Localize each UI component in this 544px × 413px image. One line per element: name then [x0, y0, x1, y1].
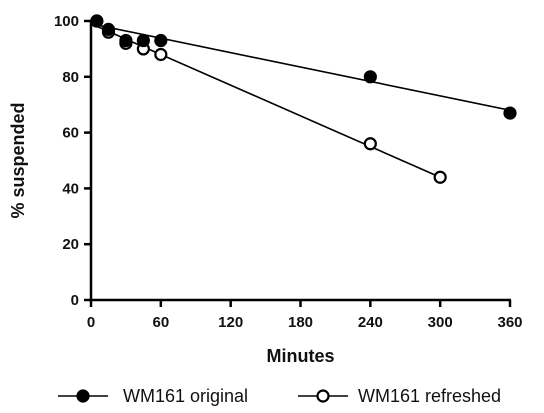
x-ticks: 0 60 120 180 240 300 360 — [87, 300, 523, 331]
y-tick-label: 100 — [54, 13, 79, 30]
legend: WM161 original WM161 refreshed — [58, 386, 501, 406]
data-point-series-1 — [119, 33, 133, 48]
data-point-series-1 — [136, 33, 150, 48]
x-axis-title: Minutes — [266, 346, 334, 366]
x-tick-label: 0 — [87, 314, 95, 331]
x-tick-label: 360 — [497, 314, 522, 331]
x-tick-label: 120 — [218, 314, 243, 331]
legend-item-series-2: WM161 refreshed — [298, 386, 501, 406]
axes: 0 20 40 60 80 100 0 60 120 180 240 300 360 — [54, 13, 523, 331]
legend-item-series-1: WM161 original — [58, 386, 248, 406]
data-point-series-1 — [90, 14, 104, 28]
x-tick-label: 300 — [428, 314, 453, 331]
y-axis-title: % suspended — [8, 102, 28, 218]
data-point-series-1 — [363, 70, 377, 84]
fit-lines — [90, 23, 511, 178]
legend-marker — [76, 389, 90, 403]
data-point-series-2 — [363, 137, 377, 151]
data-point-series-1 — [503, 106, 517, 120]
x-tick-label: 240 — [358, 314, 383, 331]
data-point-series-1 — [154, 33, 168, 48]
legend-marker — [316, 389, 330, 403]
data-markers — [90, 14, 517, 184]
y-ticks: 0 20 40 60 80 100 — [54, 13, 91, 309]
x-tick-label: 60 — [152, 314, 169, 331]
y-tick-label: 0 — [71, 292, 79, 309]
x-tick-label: 180 — [288, 314, 313, 331]
legend-label: WM161 original — [123, 386, 248, 406]
y-tick-label: 20 — [62, 236, 79, 253]
y-tick-label: 80 — [62, 69, 79, 86]
legend-label: WM161 refreshed — [358, 386, 501, 406]
data-point-series-2 — [154, 47, 168, 62]
data-point-series-1 — [101, 22, 116, 36]
y-tick-label: 60 — [62, 125, 79, 142]
fit-line-series-1 — [90, 23, 511, 112]
y-tick-label: 40 — [62, 180, 79, 197]
data-point-series-2 — [433, 170, 447, 184]
